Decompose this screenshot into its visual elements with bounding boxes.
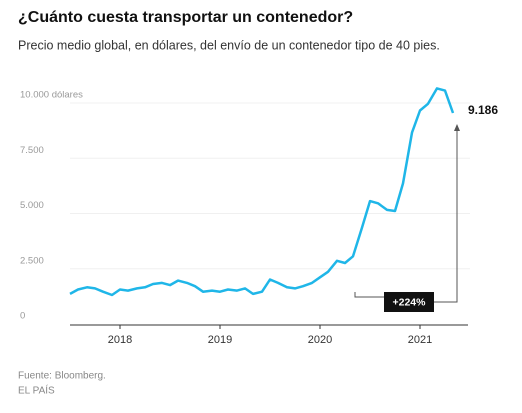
annotation-label: +224%: [393, 296, 427, 308]
annotation-arrow: [434, 126, 458, 303]
y-tick-label: 0: [20, 311, 25, 322]
x-tick-label: 2021: [408, 334, 432, 346]
publisher: EL PAÍS: [18, 384, 55, 397]
y-tick-label: 2.500: [20, 255, 44, 266]
y-tick-label: 10.000 dólares: [20, 90, 83, 101]
source: Fuente: Bloomberg.: [18, 371, 106, 382]
chart-subtitle: Precio medio global, en dólares, del env…: [18, 38, 440, 52]
line: [69, 87, 455, 297]
chart-title: ¿Cuánto cuesta transportar un contenedor…: [18, 9, 353, 26]
y-tick-label: 5.000: [20, 200, 44, 211]
x-tick-label: 2019: [208, 334, 232, 346]
x-tick-label: 2020: [308, 334, 332, 346]
annotation-bracket: [354, 292, 384, 298]
annotation-box: [384, 292, 434, 312]
y-tick-label: 7.500: [20, 145, 44, 156]
end-label: 9.186: [468, 103, 498, 117]
x-tick-label: 2018: [108, 334, 132, 346]
arrow-head: [454, 123, 460, 131]
